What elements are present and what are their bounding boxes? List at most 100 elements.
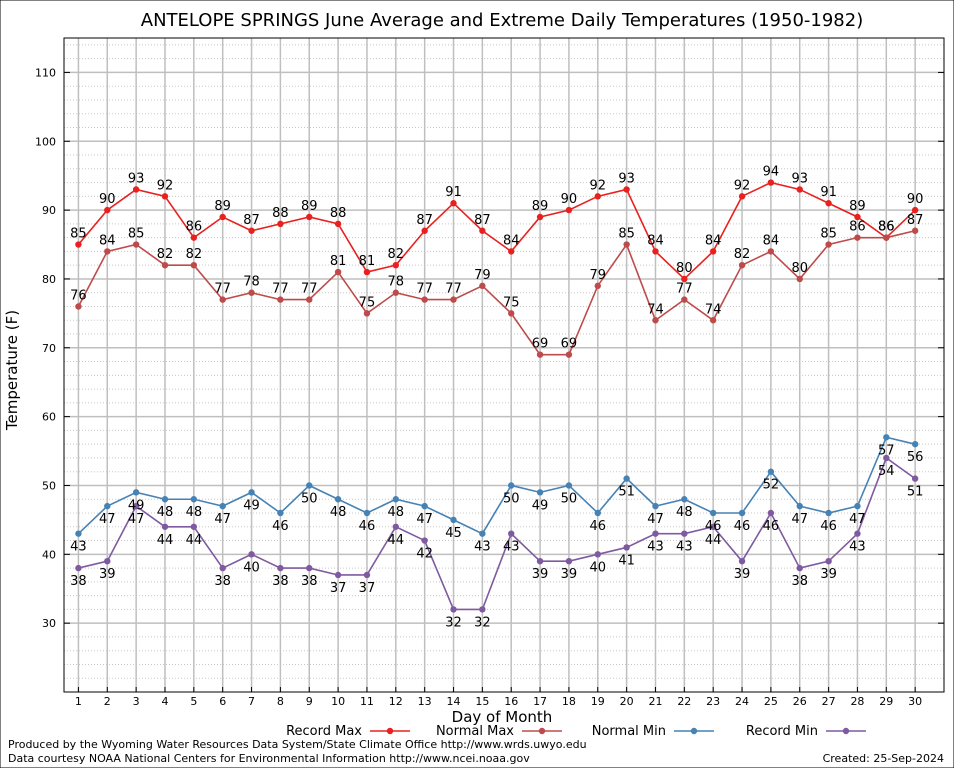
x-tick-label: 8	[277, 695, 284, 708]
footer-produced-by: Produced by the Wyoming Water Resources …	[8, 738, 587, 751]
normal-min-point	[248, 489, 255, 496]
normal-min-point	[75, 530, 82, 537]
record-max-line	[77, 181, 916, 281]
normal-max-point	[219, 296, 226, 303]
normal-max-point	[536, 351, 544, 358]
normal-max-point	[363, 310, 371, 317]
record-min-data-label: 37	[330, 581, 347, 596]
record-min-point	[623, 544, 630, 551]
normal-max-data-label: 74	[705, 302, 722, 317]
x-tick-label: 22	[677, 695, 691, 708]
record-max-point	[421, 227, 428, 234]
record-max-point	[594, 193, 601, 200]
normal-max-point	[709, 317, 717, 324]
record-max-data-label: 94	[763, 165, 780, 180]
x-tick-label: 15	[475, 695, 489, 708]
normal-max-data-label: 74	[647, 302, 664, 317]
record-min-data-label: 42	[416, 547, 433, 562]
record-max-point	[825, 200, 832, 207]
normal-min-data-label: 47	[849, 512, 866, 527]
record-max-point	[536, 213, 544, 221]
record-min-data-label: 39	[561, 567, 578, 582]
record-min-data-label: 39	[734, 567, 751, 582]
record-max-data-label: 86	[186, 220, 203, 235]
record-min-data-label: 39	[99, 567, 116, 582]
normal-min-point	[479, 530, 486, 537]
record-min-data-label: 38	[791, 574, 808, 589]
normal-max-point	[681, 296, 688, 303]
record-max-point	[508, 248, 515, 255]
record-max-point	[709, 248, 717, 255]
record-min-point	[709, 523, 717, 530]
record-min-data-label: 51	[907, 485, 924, 500]
record-max-point	[911, 206, 919, 214]
normal-min-data-label: 46	[359, 519, 376, 534]
record-min-data-label: 46	[763, 519, 780, 534]
record-min-data-label: 54	[878, 464, 895, 479]
normal-max-point	[248, 289, 255, 296]
record-min-data-label: 40	[243, 560, 260, 575]
legend-item-normal-max: Normal Max	[436, 724, 562, 739]
record-max-data-label: 84	[503, 233, 520, 248]
normal-min-point	[219, 502, 226, 510]
normal-min-point	[421, 502, 428, 510]
record-max-point	[277, 220, 284, 228]
normal-max-point	[161, 261, 169, 269]
normal-min-data-label: 51	[618, 485, 635, 500]
record-min-point	[219, 564, 226, 572]
normal-max-data-label: 75	[503, 295, 520, 310]
normal-min-data-label: 57	[878, 443, 895, 458]
normal-min-data-label: 49	[532, 498, 549, 513]
record-min-data-label: 39	[820, 567, 837, 582]
record-min-point	[796, 564, 803, 572]
normal-max-point	[479, 282, 486, 290]
x-tick-label: 21	[648, 695, 662, 708]
record-min-point	[421, 537, 428, 544]
record-max-point	[738, 193, 746, 200]
y-tick-label: 90	[42, 204, 56, 217]
normal-max-point	[450, 296, 457, 303]
normal-min-point	[450, 516, 457, 524]
normal-max-line	[77, 229, 916, 356]
x-tick-label: 28	[850, 695, 864, 708]
record-min-point	[450, 606, 457, 613]
series-group	[75, 179, 919, 613]
record-min-point	[652, 530, 659, 537]
record-min-point	[681, 530, 688, 537]
normal-min-point	[911, 440, 919, 448]
record-min-point	[392, 523, 400, 530]
y-tick-label: 30	[42, 617, 56, 630]
record-max-data-label: 91	[820, 185, 837, 200]
x-tick-label: 17	[533, 695, 547, 708]
record-min-data-label: 43	[849, 540, 866, 555]
normal-min-data-label: 50	[301, 491, 318, 506]
record-min-point	[883, 454, 890, 462]
normal-min-point	[363, 509, 371, 517]
record-max-point	[796, 186, 803, 193]
normal-max-point	[767, 248, 775, 255]
record-max-data-label: 84	[705, 233, 722, 248]
legend-label: Record Max	[286, 724, 362, 739]
y-tick-label: 80	[42, 273, 56, 286]
x-tick-label: 30	[908, 695, 922, 708]
normal-min-point	[161, 496, 169, 503]
record-min-point	[738, 558, 746, 565]
y-tick-label: 50	[42, 479, 56, 492]
normal-min-data-label: 52	[763, 478, 780, 493]
record-min-point	[104, 558, 111, 565]
y-axis-label: Temperature (F)	[3, 310, 21, 431]
legend-item-record-min: Record Min	[746, 724, 866, 739]
record-max-data-label: 80	[676, 261, 693, 276]
record-min-data-label: 38	[272, 574, 289, 589]
record-min-point	[277, 564, 284, 572]
record-max-point	[219, 213, 226, 221]
normal-max-point	[911, 227, 919, 234]
normal-max-data-label: 76	[70, 288, 87, 303]
record-min-point	[161, 523, 169, 530]
normal-min-point	[565, 482, 573, 489]
record-min-data-label: 39	[532, 567, 549, 582]
record-min-point	[594, 551, 601, 558]
data-labels: 85 90 93 92 86 89 87 88 89 88 81 82 87 91 87 84 89 90 92 93…	[70, 165, 923, 631]
